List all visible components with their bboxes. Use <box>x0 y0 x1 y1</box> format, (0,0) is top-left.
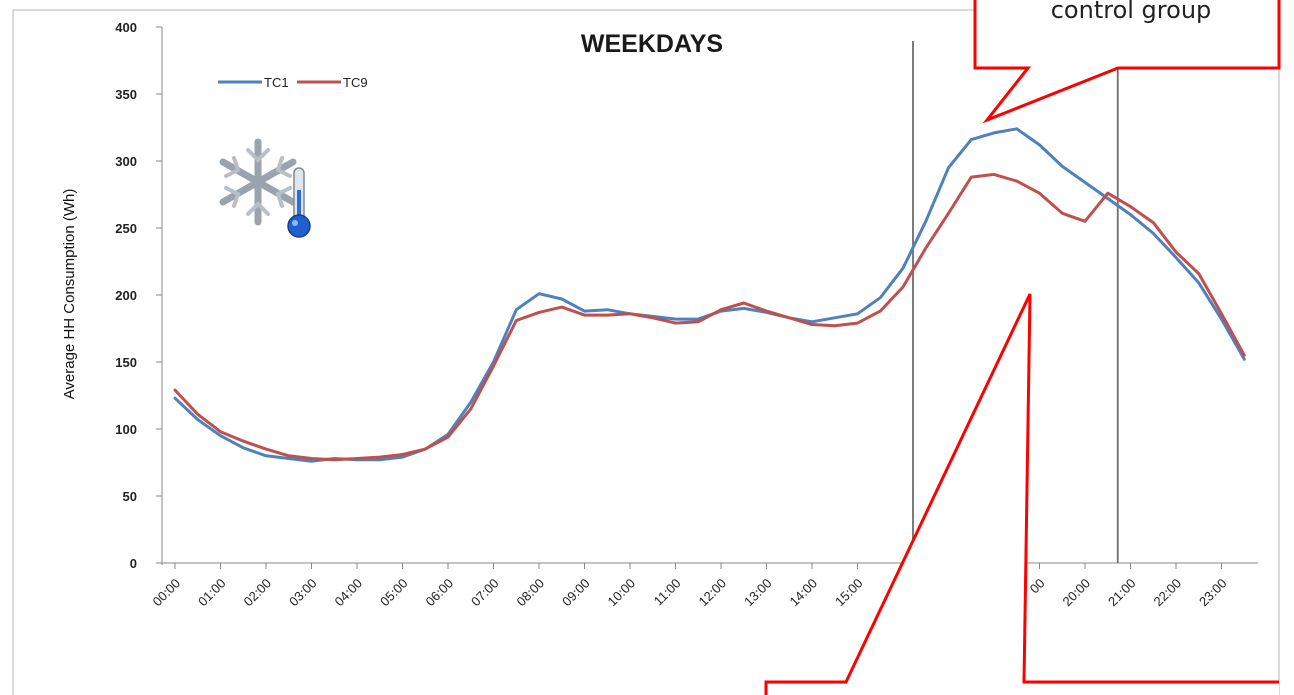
x-tick-label: 01:00 <box>195 576 229 610</box>
y-axis-label: Average HH Consumption (Wh) <box>61 189 78 400</box>
x-tick-label: 15:00 <box>832 576 866 610</box>
legend-label-tc9: TC9 <box>343 75 368 90</box>
y-tick-label: 350 <box>115 87 137 102</box>
x-tick-label: 05:00 <box>377 576 411 610</box>
x-tick-label: 21:00 <box>1105 576 1139 610</box>
x-tick-label: 10:00 <box>605 576 639 610</box>
x-tick-label: 08:00 <box>514 576 548 610</box>
x-tick-label: 13:00 <box>741 576 775 610</box>
legend: TC1 TC9 <box>218 75 368 90</box>
y-tick-label: 0 <box>130 556 137 571</box>
y-tick-label: 100 <box>115 422 137 437</box>
callout-bottom-pointer <box>764 293 1279 695</box>
callout-control-group: control group <box>973 0 1281 124</box>
y-tick-label: 250 <box>115 221 137 236</box>
y-ticks: 0 50 100 150 200 250 300 350 400 <box>115 20 162 571</box>
y-tick-label: 300 <box>115 154 137 169</box>
x-tick-label: 00:00 <box>150 576 184 610</box>
legend-label-tc1: TC1 <box>264 75 289 90</box>
x-tick-label: 09:00 <box>559 576 593 610</box>
x-tick-label: 20:00 <box>1060 576 1094 610</box>
x-tick-label: 02:00 <box>241 576 275 610</box>
series-line-tc1 <box>173 127 1246 463</box>
x-tick-label: 14:00 <box>787 576 821 610</box>
chart-title: WEEKDAYS <box>581 30 723 58</box>
y-tick-label: 400 <box>115 20 137 35</box>
vertical-markers <box>912 41 1119 563</box>
x-tick-label: 03:00 <box>286 576 320 610</box>
snowflake-thermometer-icon <box>219 138 311 238</box>
y-tick-label: 50 <box>123 489 137 504</box>
chart-frame <box>12 9 1280 695</box>
x-tick-label: 12:00 <box>696 576 730 610</box>
y-tick-label: 200 <box>115 288 137 303</box>
x-tick-label: 06:00 <box>423 576 457 610</box>
x-tick-label: 22:00 <box>1151 576 1185 610</box>
y-tick-label: 150 <box>115 355 137 370</box>
x-tick-label: 00 <box>1027 576 1048 597</box>
x-tick-label: 23:00 <box>1196 576 1230 610</box>
series-line-tc9 <box>173 172 1246 462</box>
x-tick-label: 07:00 <box>468 576 502 610</box>
x-tick-label: 11:00 <box>651 576 684 609</box>
series-lines <box>173 127 1246 463</box>
x-ticks: 00:00 01:00 02:00 03:00 04:00 05:00 06:00 07:00… <box>150 563 1230 609</box>
x-tick-label: 04:00 <box>332 576 366 610</box>
callout-text: control group <box>1051 0 1212 24</box>
